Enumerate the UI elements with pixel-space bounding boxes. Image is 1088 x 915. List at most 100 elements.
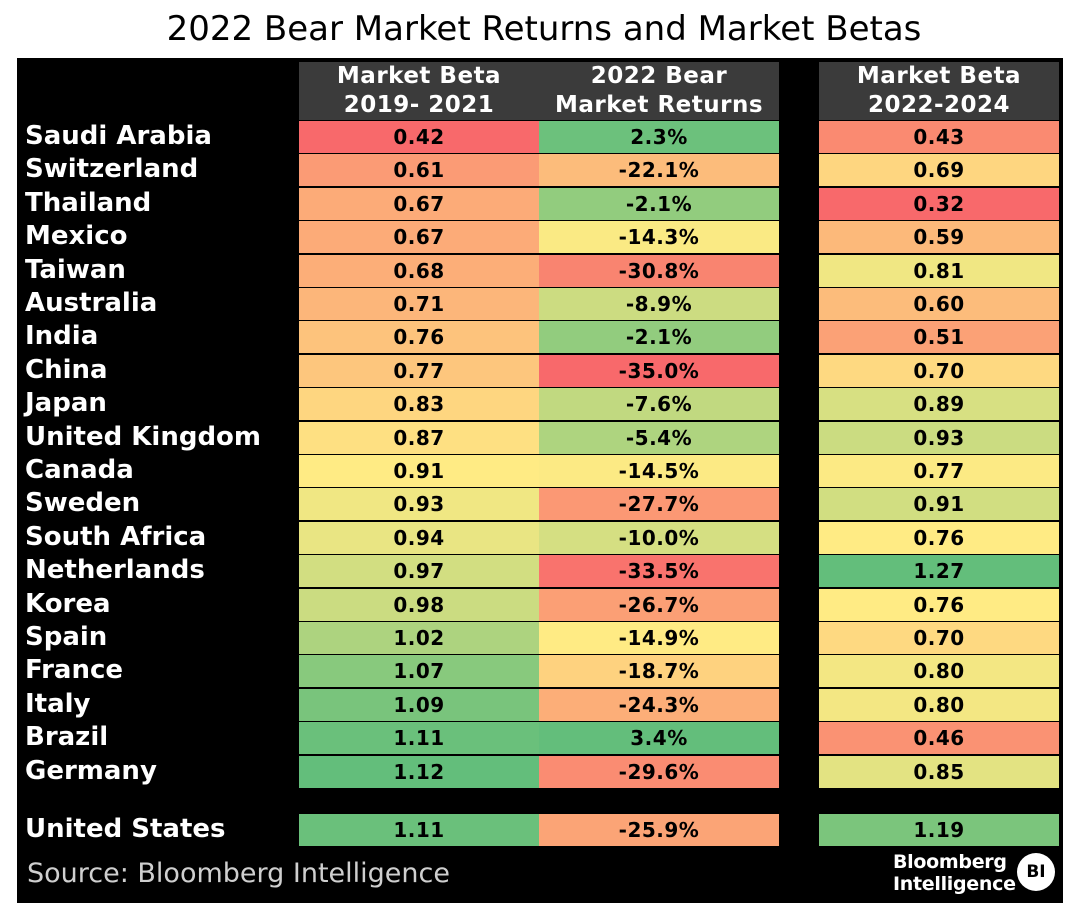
table-cell-bear-return-2022: -5.4%	[539, 421, 779, 454]
row-label-country: United States	[25, 814, 226, 844]
row-label-country: United Kingdom	[25, 421, 262, 452]
table-cell-bear-return-2022: -2.1%	[539, 187, 779, 220]
table-cell-beta-2019-2021: 0.97	[299, 555, 539, 588]
table-cell-beta-2022-2024: 1.19	[819, 814, 1059, 846]
table-cell-beta-2022-2024: 0.43	[819, 121, 1059, 153]
table-cell-beta-2022-2024: 0.32	[819, 187, 1059, 220]
logo-line: Bloomberg	[893, 851, 1007, 873]
row-label-country: Spain	[25, 622, 108, 652]
table-cell-bear-return-2022: -27.7%	[539, 488, 779, 521]
column-header-line: Market Beta	[856, 63, 1022, 89]
table-cell-beta-2022-2024: 0.70	[819, 354, 1059, 387]
row-label-country: Taiwan	[25, 254, 126, 285]
table-cell-bear-return-2022: -30.8%	[539, 254, 779, 287]
row-label-country: Netherlands	[25, 555, 205, 586]
table-cell-beta-2022-2024: 0.60	[819, 288, 1059, 320]
row-label-country: India	[25, 321, 99, 352]
logo-line: Intelligence	[893, 873, 1016, 895]
table-cell-beta-2019-2021: 0.87	[299, 421, 539, 454]
table-cell-beta-2019-2021: 0.91	[299, 455, 539, 487]
table-cell-bear-return-2022: -14.3%	[539, 221, 779, 254]
table-cell-beta-2022-2024: 0.76	[819, 521, 1059, 554]
row-label-country: Canada	[25, 455, 134, 485]
table-cell-bear-return-2022: -14.9%	[539, 622, 779, 654]
column-header-bear-returns-2022: 2022 Bear Market Returns	[539, 62, 779, 120]
bi-badge-icon: BI	[1017, 853, 1055, 891]
table-cell-bear-return-2022: -25.9%	[539, 814, 779, 846]
table-cell-bear-return-2022: -18.7%	[539, 655, 779, 688]
table-cell-beta-2022-2024: 0.77	[819, 455, 1059, 487]
table-cell-beta-2019-2021: 1.11	[299, 814, 539, 846]
table-cell-bear-return-2022: -24.3%	[539, 688, 779, 721]
row-label-country: Japan	[25, 388, 107, 419]
table-cell-beta-2019-2021: 0.77	[299, 354, 539, 387]
table-cell-beta-2019-2021: 0.98	[299, 588, 539, 621]
row-label-country: China	[25, 354, 108, 385]
table-cell-beta-2019-2021: 0.71	[299, 288, 539, 320]
table-cell-beta-2019-2021: 0.67	[299, 221, 539, 254]
column-header-line: Market Beta	[336, 63, 502, 89]
table-cell-bear-return-2022: -33.5%	[539, 555, 779, 588]
bloomberg-intelligence-logo: Bloomberg Intelligence	[893, 851, 1016, 895]
table-cell-beta-2019-2021: 0.76	[299, 321, 539, 354]
source-note: Source: Bloomberg Intelligence	[27, 858, 450, 889]
table-cell-beta-2022-2024: 0.70	[819, 622, 1059, 654]
data-table: Market Beta 2019- 2021 2022 Bear Market …	[17, 58, 1063, 903]
table-cell-beta-2019-2021: 0.94	[299, 521, 539, 554]
table-cell-beta-2022-2024: 0.93	[819, 421, 1059, 454]
table-cell-beta-2022-2024: 0.85	[819, 755, 1059, 788]
table-cell-bear-return-2022: -2.1%	[539, 321, 779, 354]
table-cell-beta-2022-2024: 0.80	[819, 655, 1059, 688]
table-cell-beta-2022-2024: 0.69	[819, 154, 1059, 187]
table-cell-beta-2019-2021: 0.93	[299, 488, 539, 521]
table-cell-beta-2019-2021: 1.07	[299, 655, 539, 688]
table-cell-beta-2022-2024: 0.76	[819, 588, 1059, 621]
table-cell-bear-return-2022: -22.1%	[539, 154, 779, 187]
row-label-country: Sweden	[25, 488, 141, 519]
chart-title: 2022 Bear Market Returns and Market Beta…	[166, 9, 922, 49]
row-label-country: Thailand	[25, 187, 152, 218]
table-cell-bear-return-2022: 2.3%	[539, 121, 779, 153]
row-label-country: Italy	[25, 688, 91, 719]
table-cell-beta-2019-2021: 1.12	[299, 755, 539, 788]
table-cell-bear-return-2022: -29.6%	[539, 755, 779, 788]
table-cell-bear-return-2022: -35.0%	[539, 354, 779, 387]
table-cell-beta-2022-2024: 0.89	[819, 388, 1059, 421]
row-label-country: Saudi Arabia	[25, 121, 212, 151]
table-cell-bear-return-2022: -26.7%	[539, 588, 779, 621]
table-cell-bear-return-2022: -7.6%	[539, 388, 779, 421]
table-cell-beta-2022-2024: 0.51	[819, 321, 1059, 354]
table-cell-bear-return-2022: -14.5%	[539, 455, 779, 487]
table-cell-beta-2019-2021: 0.68	[299, 254, 539, 287]
table-cell-bear-return-2022: -10.0%	[539, 521, 779, 554]
column-header-line: 2019- 2021	[343, 92, 495, 118]
column-header-beta-2022-2024: Market Beta 2022-2024	[819, 62, 1059, 120]
row-label-country: Korea	[25, 588, 111, 619]
table-cell-beta-2022-2024: 0.80	[819, 688, 1059, 721]
column-header-line: 2022-2024	[867, 92, 1011, 118]
column-header-line: 2022 Bear	[590, 63, 728, 89]
table-cell-beta-2019-2021: 0.61	[299, 154, 539, 187]
table-cell-beta-2019-2021: 1.02	[299, 622, 539, 654]
table-cell-beta-2022-2024: 1.27	[819, 555, 1059, 588]
row-label-country: Brazil	[25, 722, 109, 753]
table-cell-beta-2019-2021: 1.11	[299, 722, 539, 755]
row-label-country: France	[25, 655, 124, 686]
table-cell-beta-2022-2024: 0.59	[819, 221, 1059, 254]
table-cell-bear-return-2022: 3.4%	[539, 722, 779, 755]
table-cell-beta-2022-2024: 0.46	[819, 722, 1059, 755]
table-cell-beta-2022-2024: 0.81	[819, 254, 1059, 287]
table-cell-beta-2022-2024: 0.91	[819, 488, 1059, 521]
column-header-beta-2019-2021: Market Beta 2019- 2021	[299, 62, 539, 120]
row-label-country: Switzerland	[25, 154, 199, 185]
row-label-country: Mexico	[25, 221, 128, 252]
row-label-country: Germany	[25, 755, 157, 786]
column-header-line: Market Returns	[554, 92, 764, 118]
row-label-country: Australia	[25, 288, 158, 318]
table-cell-beta-2019-2021: 1.09	[299, 688, 539, 721]
table-cell-bear-return-2022: -8.9%	[539, 288, 779, 320]
row-label-country: South Africa	[25, 521, 207, 552]
table-cell-beta-2019-2021: 0.67	[299, 187, 539, 220]
table-cell-beta-2019-2021: 0.83	[299, 388, 539, 421]
table-cell-beta-2019-2021: 0.42	[299, 121, 539, 153]
